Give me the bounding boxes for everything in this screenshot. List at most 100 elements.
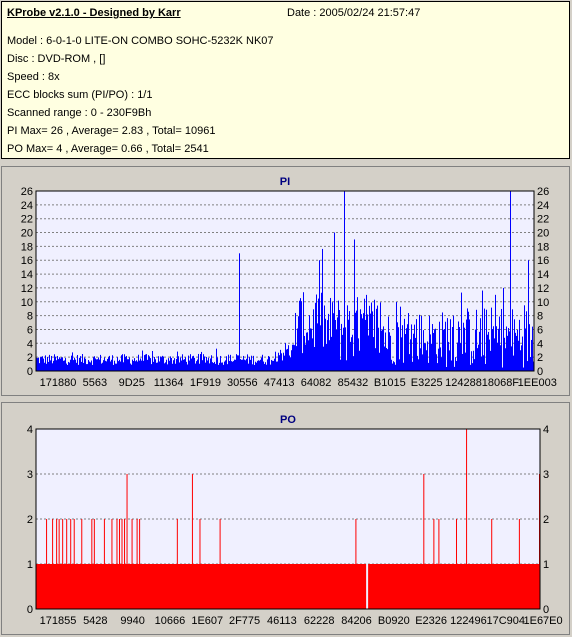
pi-bar (137, 361, 138, 371)
pi-ytick-left: 2 (27, 352, 33, 364)
pi-bar (90, 362, 91, 371)
pi-bar (290, 357, 291, 371)
pi-bar (156, 362, 157, 371)
pi-bar (342, 334, 343, 371)
pi-bar (288, 345, 289, 371)
pi-bar (271, 359, 272, 371)
pi-bar (231, 361, 232, 371)
pi-bar (410, 339, 411, 371)
pi-bar (321, 292, 322, 371)
pi-bar (80, 356, 81, 371)
po-spike (52, 519, 54, 609)
pi-bar (296, 346, 297, 371)
pi-bar (210, 358, 211, 371)
pi-bar (459, 327, 460, 371)
pi-bar (204, 356, 205, 371)
po-ytick-left: 2 (27, 514, 33, 526)
pi-bar (185, 357, 186, 371)
pi-bar (56, 360, 57, 371)
pi-bar (154, 356, 155, 371)
pi-bar (51, 355, 52, 371)
pi-bar (315, 302, 316, 371)
pi-bar (362, 318, 363, 371)
pi-xtick-label: 11364 (154, 377, 184, 389)
pi-bar (187, 364, 188, 371)
pi-bar (322, 248, 323, 371)
pi-bar (347, 305, 348, 371)
pi-bar (401, 337, 402, 371)
pi-xtick-label: 1F919 (190, 377, 221, 389)
pi-bar (251, 355, 252, 371)
pi-bar (445, 321, 446, 371)
pi-ytick-left: 22 (21, 214, 33, 226)
pi-bar (377, 305, 378, 371)
pi-bar (440, 347, 441, 371)
pi-bar (485, 363, 486, 371)
pi-bar (387, 349, 388, 371)
po-spike (56, 519, 58, 609)
pi-bar (470, 364, 471, 371)
po-stats-line: PO Max= 4 , Average= 0.66 , Total= 2541 (7, 143, 209, 155)
pi-bar (181, 360, 182, 371)
pi-bar (168, 358, 169, 371)
pi-bar (41, 356, 42, 371)
pi-bar (471, 351, 472, 371)
pi-bar (281, 353, 282, 371)
pi-bar (224, 361, 225, 371)
pi-bar (221, 362, 222, 371)
speed-line: Speed : 8x (7, 71, 60, 83)
pi-bar (397, 322, 398, 371)
pi-ytick-right: 14 (537, 269, 549, 281)
pi-bar (394, 362, 395, 371)
pi-bar (326, 343, 327, 371)
po-xtick-label: 62228 (304, 615, 335, 627)
pi-bar (50, 360, 51, 371)
pi-bar (367, 314, 368, 371)
pi-bar (268, 355, 269, 371)
pi-bar (310, 328, 311, 371)
pi-xtick-label: 47413 (264, 377, 295, 389)
pi-bar (262, 354, 263, 371)
pi-bar (483, 355, 484, 371)
pi-bar (518, 340, 519, 371)
po-spike (124, 519, 126, 609)
pi-bar (213, 363, 214, 371)
pi-bar (441, 357, 442, 371)
po-xtick-label: 10666 (155, 615, 186, 627)
pi-bar (487, 334, 488, 371)
po-spike (103, 519, 105, 609)
pi-bar (300, 298, 301, 371)
pi-bar (346, 360, 347, 371)
pi-bar (514, 319, 515, 371)
po-xtick-label: 46113 (267, 615, 297, 627)
pi-bar (286, 349, 287, 371)
pi-bar (84, 357, 85, 371)
pi-bar (418, 359, 419, 371)
pi-bar (280, 349, 281, 371)
pi-bar (46, 363, 47, 371)
pi-bar (141, 360, 142, 371)
pi-bar (42, 356, 43, 371)
pi-bar (190, 354, 191, 371)
pi-bar (60, 358, 61, 371)
pi-bar (353, 356, 354, 371)
pi-bar (331, 336, 332, 371)
pi-bar (528, 260, 529, 371)
pi-bar (383, 326, 384, 371)
pi-bar (151, 364, 152, 371)
pi-bar (510, 191, 511, 371)
pi-bar (134, 358, 135, 371)
po-bars (36, 429, 540, 609)
pi-bar (428, 362, 429, 371)
pi-bar (317, 323, 318, 371)
pi-bar (212, 362, 213, 371)
pi-bar (131, 364, 132, 371)
pi-bar (117, 357, 118, 371)
pi-bar (139, 360, 140, 371)
pi-bar (464, 327, 465, 371)
pi-bar (63, 360, 64, 371)
pi-bar (197, 359, 198, 371)
pi-bar (267, 359, 268, 371)
pi-bar (245, 360, 246, 371)
pi-bar (509, 331, 510, 371)
